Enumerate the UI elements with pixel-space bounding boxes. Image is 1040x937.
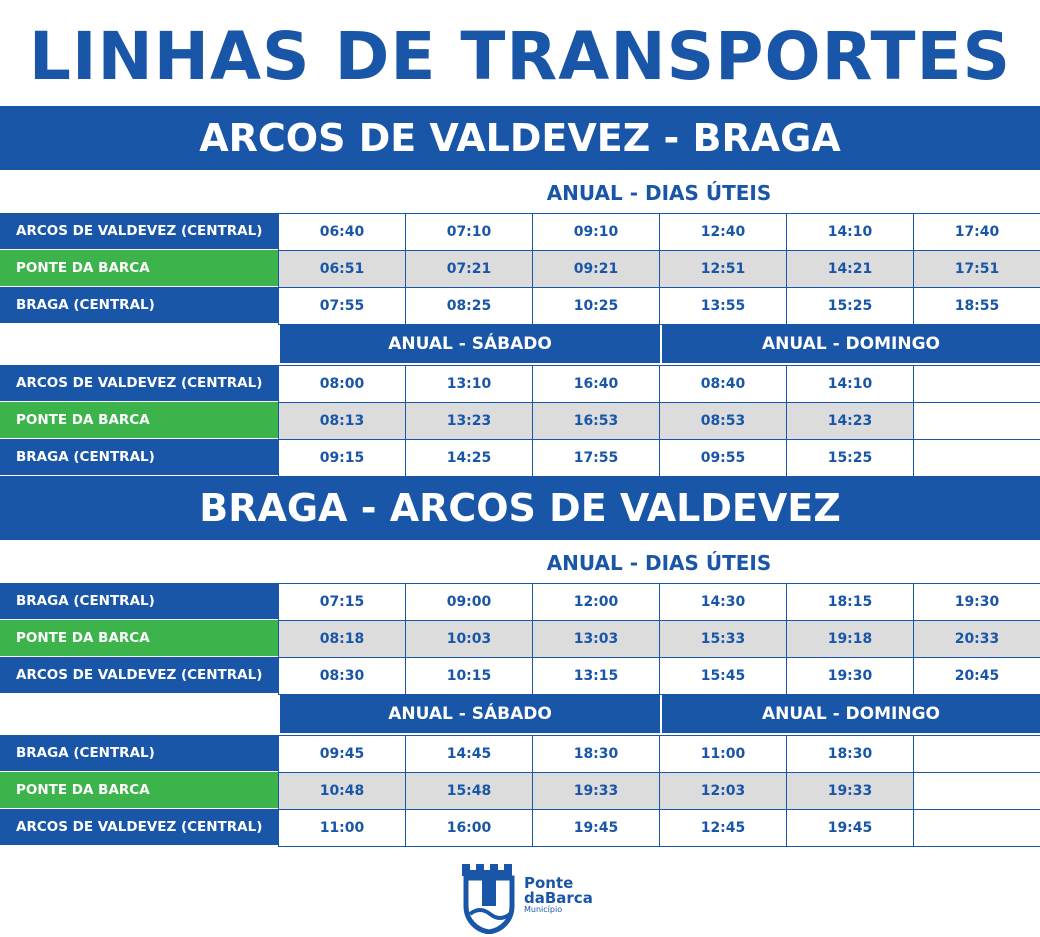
time-cell: 06:40 [278,213,406,251]
time-cell: 10:48 [278,772,406,810]
stop-label: PONTE DA BARCA [0,772,278,809]
time-cell: 16:00 [405,809,533,847]
stop-label: PONTE DA BARCA [0,620,278,657]
time-cell: 13:10 [405,365,533,403]
stop-label: BRAGA (CENTRAL) [0,439,278,476]
time-cell: 19:45 [786,809,914,847]
time-cell: 14:10 [786,365,914,403]
time-cell: 09:10 [532,213,660,251]
logo-text: Ponte [524,874,574,892]
empty-cell [913,402,1040,440]
time-cell: 13:03 [532,620,660,658]
sunday-heading: ANUAL - DOMINGO [662,325,1040,363]
time-cell: 08:18 [278,620,406,658]
weekday-heading: ANUAL - DIAS ÚTEIS [546,551,772,575]
time-cell: 19:30 [786,657,914,695]
time-cell: 17:40 [913,213,1040,251]
time-cell: 14:45 [405,735,533,773]
time-cell: 07:15 [278,583,406,621]
stop-label: ARCOS DE VALDEVEZ (CENTRAL) [0,213,278,250]
stop-label: PONTE DA BARCA [0,402,278,439]
time-cell: 18:55 [913,287,1040,325]
time-cell: 12:40 [659,213,787,251]
time-cell: 08:53 [659,402,787,440]
time-cell: 11:00 [278,809,406,847]
time-cell: 18:30 [532,735,660,773]
time-cell: 13:23 [405,402,533,440]
empty-cell [913,439,1040,477]
time-cell: 15:45 [659,657,787,695]
time-cell: 08:00 [278,365,406,403]
time-cell: 14:10 [786,213,914,251]
saturday-heading: ANUAL - SÁBADO [280,325,660,363]
time-cell: 12:03 [659,772,787,810]
stop-label: BRAGA (CENTRAL) [0,735,278,772]
time-cell: 07:55 [278,287,406,325]
time-cell: 19:33 [532,772,660,810]
time-cell: 15:25 [786,287,914,325]
time-cell: 06:51 [278,250,406,288]
time-cell: 09:55 [659,439,787,477]
time-cell: 12:00 [532,583,660,621]
time-cell: 17:55 [532,439,660,477]
time-cell: 15:48 [405,772,533,810]
stop-label: PONTE DA BARCA [0,250,278,287]
time-cell: 12:51 [659,250,787,288]
logo-text: daBarca [524,889,593,907]
stop-label: ARCOS DE VALDEVEZ (CENTRAL) [0,365,278,402]
time-cell: 14:25 [405,439,533,477]
time-cell: 17:51 [913,250,1040,288]
time-cell: 10:25 [532,287,660,325]
time-cell: 13:15 [532,657,660,695]
time-cell: 14:21 [786,250,914,288]
time-cell: 19:33 [786,772,914,810]
time-cell: 07:10 [405,213,533,251]
time-cell: 09:21 [532,250,660,288]
stop-label: BRAGA (CENTRAL) [0,583,278,620]
time-cell: 09:15 [278,439,406,477]
time-cell: 09:00 [405,583,533,621]
time-cell: 15:25 [786,439,914,477]
time-cell: 08:13 [278,402,406,440]
time-cell: 19:30 [913,583,1040,621]
sunday-heading: ANUAL - DOMINGO [662,695,1040,733]
time-cell: 12:45 [659,809,787,847]
route-header: BRAGA - ARCOS DE VALDEVEZ [0,476,1040,540]
time-cell: 09:45 [278,735,406,773]
time-cell: 10:15 [405,657,533,695]
logo-emblem [462,864,515,934]
saturday-heading: ANUAL - SÁBADO [280,695,660,733]
time-cell: 07:21 [405,250,533,288]
page-title: LINHAS DE TRANSPORTES [28,17,1012,95]
empty-cell [913,772,1040,810]
time-cell: 08:40 [659,365,787,403]
time-cell: 11:00 [659,735,787,773]
stop-label: ARCOS DE VALDEVEZ (CENTRAL) [0,809,278,846]
logo-subtext: Município [524,905,563,914]
time-cell: 14:30 [659,583,787,621]
time-cell: 18:15 [786,583,914,621]
weekday-heading: ANUAL - DIAS ÚTEIS [546,181,772,205]
time-cell: 10:03 [405,620,533,658]
time-cell: 13:55 [659,287,787,325]
time-cell: 16:40 [532,365,660,403]
time-cell: 15:33 [659,620,787,658]
time-cell: 19:18 [786,620,914,658]
time-cell: 19:45 [532,809,660,847]
empty-cell [913,365,1040,403]
time-cell: 16:53 [532,402,660,440]
time-cell: 20:33 [913,620,1040,658]
time-cell: 14:23 [786,402,914,440]
time-cell: 18:30 [786,735,914,773]
route-header: ARCOS DE VALDEVEZ - BRAGA [0,106,1040,170]
stop-label: BRAGA (CENTRAL) [0,287,278,324]
time-cell: 08:25 [405,287,533,325]
time-cell: 20:45 [913,657,1040,695]
stop-label: ARCOS DE VALDEVEZ (CENTRAL) [0,657,278,694]
empty-cell [913,809,1040,847]
empty-cell [913,735,1040,773]
time-cell: 08:30 [278,657,406,695]
